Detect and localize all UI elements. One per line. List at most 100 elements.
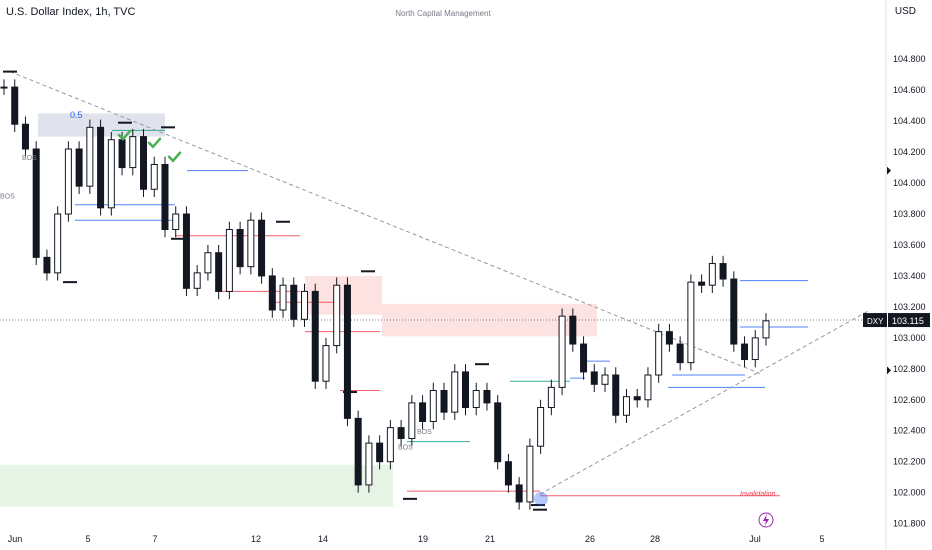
candle-body — [343, 284, 351, 419]
y-tick-label: 103.000 — [893, 333, 926, 343]
y-tick-label: 101.800 — [893, 519, 926, 529]
candle-body — [290, 284, 298, 320]
zone-demand — [0, 464, 393, 507]
candle-body — [365, 442, 373, 486]
candle-body — [440, 389, 448, 413]
candle-body — [483, 389, 491, 404]
annotation-label: BOS — [22, 155, 37, 162]
candle-body — [730, 278, 738, 345]
uptrend-line — [539, 309, 871, 495]
y-tick-label: 103.400 — [893, 271, 926, 281]
candle-body — [247, 219, 255, 268]
candle-body — [129, 136, 137, 169]
candle-body — [461, 371, 469, 409]
candle-body — [0, 86, 8, 89]
x-tick-label: 14 — [318, 534, 328, 544]
annotation-label: BOS — [0, 194, 15, 201]
candle-body — [64, 148, 72, 215]
chart-title: U.S. Dollar Index, 1h, TVC — [6, 6, 136, 18]
check-icon — [117, 129, 132, 141]
x-tick-label: 26 — [585, 534, 595, 544]
candle-body — [54, 213, 62, 274]
candle-body — [97, 126, 105, 209]
candle-body — [118, 139, 126, 169]
x-tick-label: 12 — [251, 534, 261, 544]
candle-body — [86, 126, 94, 187]
candle-body — [376, 442, 384, 463]
downtrend-line — [9, 71, 761, 374]
candle-body — [751, 337, 759, 361]
price-badge-label: 103.115 — [892, 316, 924, 326]
candle-body — [225, 228, 233, 292]
x-tick-label: 5 — [819, 534, 824, 544]
x-tick-label: 21 — [485, 534, 495, 544]
candle-body — [547, 386, 555, 409]
symbol-badge — [863, 313, 887, 328]
candle-body — [708, 263, 716, 286]
candle-body — [11, 86, 19, 125]
candle-body — [150, 163, 158, 190]
price-badge — [888, 313, 930, 328]
y-tick-label: 103.600 — [893, 240, 926, 250]
candle-body — [258, 219, 266, 277]
candle-body — [301, 290, 309, 320]
candle-body — [590, 371, 598, 385]
candle-body — [612, 374, 620, 416]
y-tick-label: 103.200 — [893, 302, 926, 312]
candle-body — [268, 275, 276, 311]
candle-body — [397, 427, 405, 439]
axis-arrow-icon — [887, 166, 891, 175]
y-tick-label: 102.400 — [893, 426, 926, 436]
lightning-bolt-icon — [763, 514, 769, 526]
candle-body — [698, 281, 706, 286]
candle-body — [655, 331, 663, 376]
candle-body — [537, 407, 545, 447]
candle-body — [504, 461, 512, 486]
candle-body — [75, 148, 83, 187]
y-tick-label: 104.000 — [893, 178, 926, 188]
candle-body — [526, 445, 534, 503]
y-tick-label: 104.400 — [893, 116, 926, 126]
x-tick-label: 19 — [418, 534, 428, 544]
candle-body — [558, 315, 566, 388]
candle-body — [172, 213, 180, 230]
candle-body — [633, 396, 641, 401]
candle-body — [451, 371, 459, 413]
candle-body — [354, 417, 362, 486]
x-tick-label: 28 — [650, 534, 660, 544]
x-tick-label: 5 — [85, 534, 90, 544]
y-tick-label: 102.000 — [893, 488, 926, 498]
brand-watermark: North Capital Management — [395, 9, 491, 18]
candle-body — [569, 315, 577, 345]
candle-body — [322, 345, 330, 382]
x-tick-label: Jun — [8, 534, 23, 544]
candle-body — [161, 163, 169, 230]
x-tick-label: 7 — [152, 534, 157, 544]
candle-body — [494, 402, 502, 463]
candle-body — [21, 123, 29, 150]
candle-body — [279, 284, 287, 311]
candle-body — [429, 389, 437, 422]
candle-body — [43, 256, 51, 274]
y-tick-label: 102.600 — [893, 395, 926, 405]
candle-body — [687, 281, 695, 364]
currency-label[interactable]: USD — [894, 6, 916, 17]
candle-body — [311, 290, 319, 382]
y-tick-label: 104.800 — [893, 54, 926, 64]
candle-body — [644, 374, 652, 401]
candle-body — [182, 213, 190, 289]
y-tick-label: 104.600 — [893, 85, 926, 95]
candle-body — [107, 139, 115, 209]
annotation-label: BOS — [398, 444, 413, 451]
candle-body — [419, 402, 427, 422]
x-tick-label: Jul — [749, 534, 761, 544]
candle-body — [741, 343, 749, 361]
candle-body — [515, 484, 523, 503]
check-icon — [167, 151, 182, 163]
candle-body — [665, 331, 673, 345]
candle-body — [472, 389, 480, 409]
candle-body — [386, 427, 394, 463]
check-icon — [147, 137, 162, 149]
